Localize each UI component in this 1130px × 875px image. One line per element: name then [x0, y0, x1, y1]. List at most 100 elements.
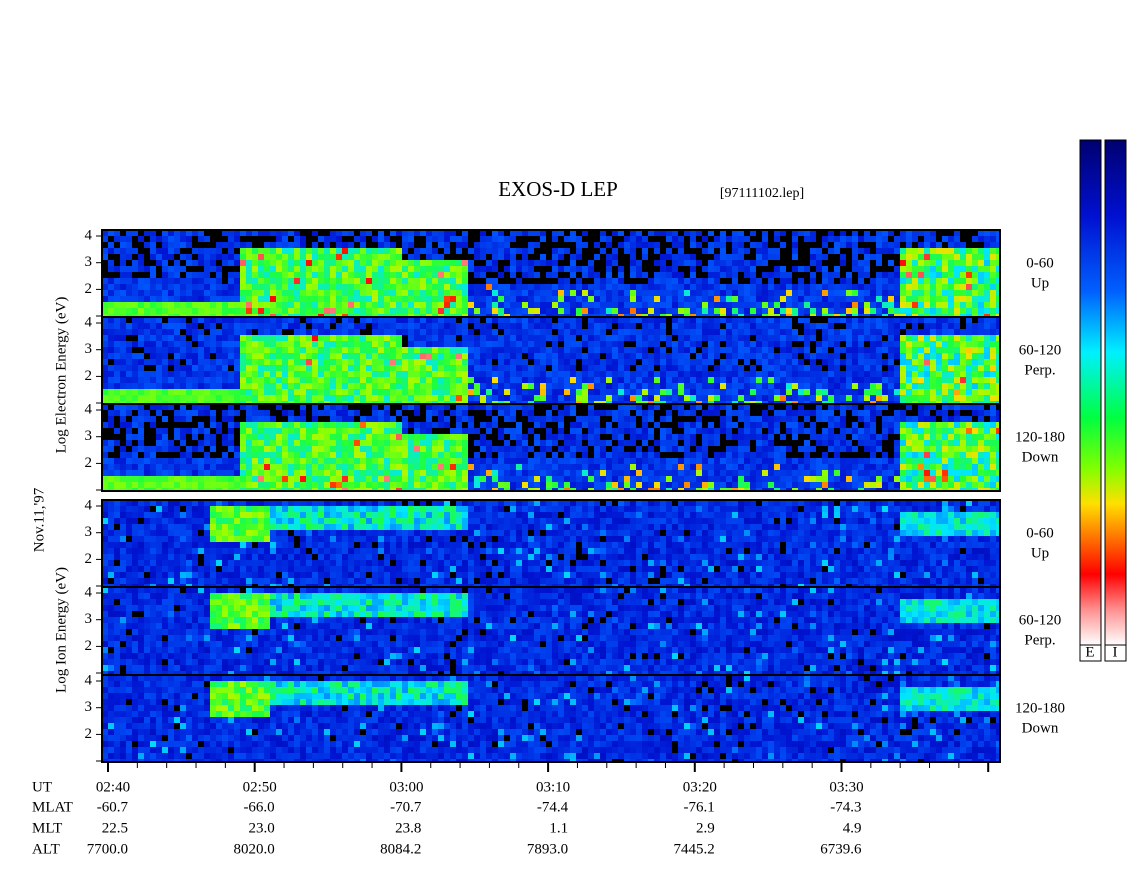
spectrogram-cell [438, 230, 444, 236]
spectrogram-cell [408, 353, 414, 359]
spectrogram-cell [876, 248, 882, 254]
spectrogram-cell [306, 422, 312, 428]
spectrogram-cell [276, 290, 282, 296]
spectrogram-cell [726, 377, 732, 383]
spectrogram-cell [906, 383, 912, 389]
spectrogram-cell [774, 404, 780, 410]
spectrogram-cell [870, 272, 876, 278]
spectrogram-cell [426, 254, 432, 260]
spectrogram-cell [474, 341, 480, 347]
spectrogram-cell [876, 236, 882, 242]
spectrogram-cell [942, 389, 948, 395]
spectrogram-cell [330, 371, 336, 377]
spectrogram-cell [414, 365, 420, 371]
spectrogram-cell [864, 314, 870, 317]
spectrogram-cell [222, 353, 228, 359]
spectrogram-cell [264, 389, 270, 395]
spectrogram-cell [822, 302, 828, 308]
spectrogram-cell [216, 371, 222, 377]
spectrogram-cell [966, 248, 972, 254]
spectrogram-cell [252, 290, 258, 296]
spectrogram-cell [324, 377, 330, 383]
spectrogram-cell [294, 377, 300, 383]
spectrogram-cell [594, 401, 600, 404]
spectrogram-cell [906, 242, 912, 248]
spectrogram-cell [354, 290, 360, 296]
spectrogram-cell [216, 323, 222, 329]
spectrogram-cell [906, 389, 912, 395]
spectrogram-cell [618, 296, 624, 302]
spectrogram-cell [750, 416, 756, 422]
spectrogram-cell [180, 347, 186, 353]
spectrogram-cell [876, 389, 882, 395]
spectrogram-cell [312, 254, 318, 260]
spectrogram-cell [300, 296, 306, 302]
spectrogram-cell [828, 284, 834, 290]
spectrogram-cell [822, 365, 828, 371]
spectrogram-cell [390, 260, 396, 266]
spectrogram-cell [672, 242, 678, 248]
spectrogram-cell [654, 416, 660, 422]
spectrogram-cell [360, 371, 366, 377]
spectrogram-cell [102, 230, 108, 236]
spectrogram-cell [144, 410, 150, 416]
spectrogram-cell [600, 365, 606, 371]
spectrogram-cell [582, 236, 588, 242]
spectrogram-cell [846, 359, 852, 365]
spectrogram-cell [558, 341, 564, 347]
spectrogram-cell [780, 329, 786, 335]
spectrogram-cell [648, 308, 654, 314]
spectrogram-cell [132, 371, 138, 377]
spectrogram-cell [426, 272, 432, 278]
spectrogram-cell [408, 383, 414, 389]
spectrogram-cell [192, 266, 198, 272]
spectrogram-cell [810, 323, 816, 329]
spectrogram-cell [864, 308, 870, 314]
spectrogram-cell [450, 236, 456, 242]
spectrogram-cell [762, 359, 768, 365]
spectrogram-cell [450, 347, 456, 353]
spectrogram-cell [264, 323, 270, 329]
spectrogram-cell [378, 272, 384, 278]
spectrogram-cell [348, 395, 354, 401]
spectrogram-cell [336, 389, 342, 395]
spectrogram-cell [570, 260, 576, 266]
spectrogram-cell [282, 410, 288, 416]
spectrogram-cell [552, 254, 558, 260]
spectrogram-cell [252, 371, 258, 377]
spectrogram-cell [828, 401, 834, 404]
spectrogram-cell [978, 230, 984, 236]
spectrogram-cell [390, 383, 396, 389]
spectrogram-cell [846, 236, 852, 242]
spectrogram-cell [984, 377, 990, 383]
spectrogram-cell [582, 314, 588, 317]
spectrogram-cell [966, 383, 972, 389]
spectrogram-cell [240, 389, 246, 395]
spectrogram-cell [522, 248, 528, 254]
spectrogram-cell [270, 260, 276, 266]
spectrogram-cell [678, 404, 684, 410]
spectrogram-cell [162, 371, 168, 377]
spectrogram-cell [348, 323, 354, 329]
spectrogram-cell [336, 422, 342, 428]
spectrogram-cell [780, 353, 786, 359]
spectrogram-cell [492, 353, 498, 359]
spectrogram-cell [486, 296, 492, 302]
spectrogram-cell [456, 371, 462, 377]
spectrogram-cell [768, 365, 774, 371]
spectrogram-cell [234, 278, 240, 284]
spectrogram-cell [486, 290, 492, 296]
spectrogram-cell [174, 329, 180, 335]
spectrogram-cell [132, 347, 138, 353]
spectrogram-cell [342, 410, 348, 416]
spectrogram-cell [396, 416, 402, 422]
spectrogram-cell [990, 272, 996, 278]
spectrogram-cell [666, 377, 672, 383]
spectrogram-cell [834, 254, 840, 260]
spectrogram-cell [480, 410, 486, 416]
spectrogram-cell [162, 266, 168, 272]
spectrogram-cell [912, 296, 918, 302]
spectrogram-cell [162, 401, 168, 404]
spectrogram-cell [642, 410, 648, 416]
spectrogram-cell [492, 377, 498, 383]
